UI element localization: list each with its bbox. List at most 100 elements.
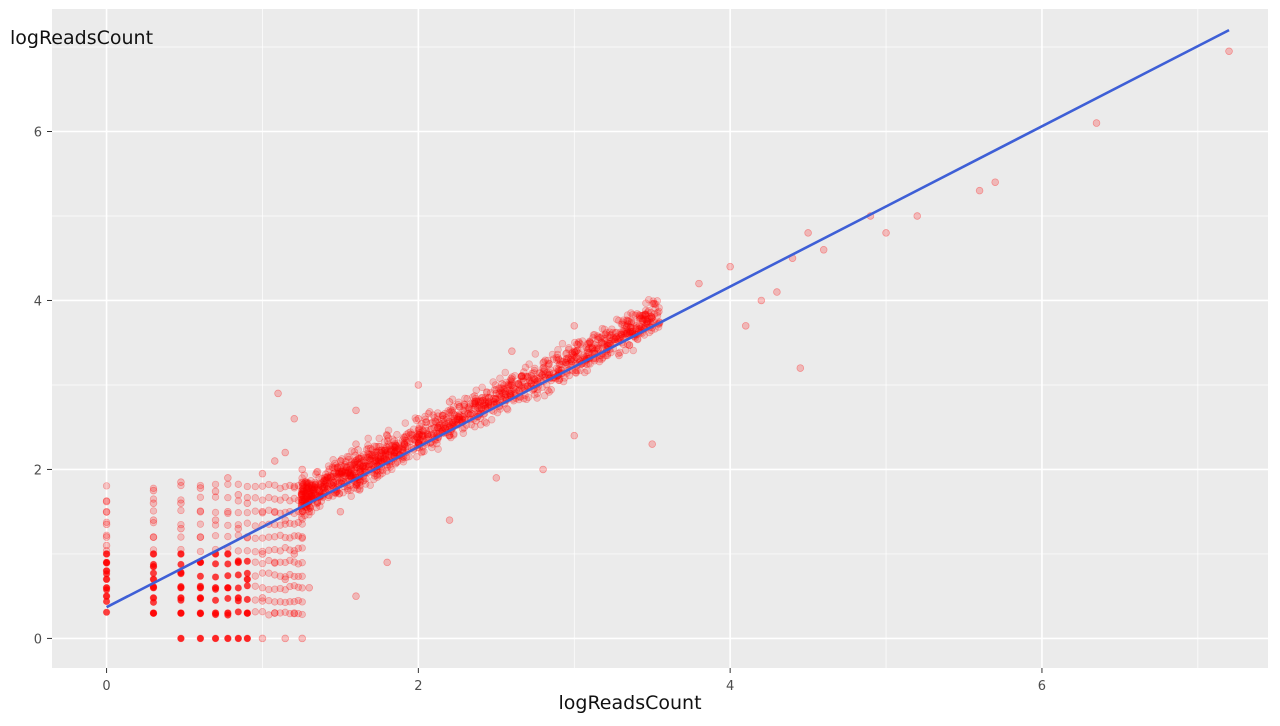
cloud-point bbox=[364, 449, 372, 458]
column-point bbox=[243, 519, 251, 527]
cloud-point bbox=[385, 442, 394, 450]
cloud-point bbox=[425, 408, 434, 416]
cloud-point bbox=[531, 390, 539, 399]
cloud-point bbox=[394, 439, 402, 447]
column-point bbox=[224, 594, 232, 603]
data-point bbox=[211, 516, 220, 524]
cloud-point bbox=[386, 448, 394, 456]
cloud-point bbox=[524, 373, 533, 381]
cloud-point bbox=[318, 474, 326, 483]
cloud-point bbox=[309, 486, 317, 494]
cloud-point bbox=[306, 503, 314, 512]
data-point bbox=[177, 583, 185, 592]
column-point bbox=[102, 608, 111, 616]
cloud-point bbox=[443, 422, 451, 431]
cloud-point bbox=[571, 348, 579, 356]
column-point bbox=[298, 482, 306, 491]
cloud-point bbox=[361, 462, 370, 470]
cloud-point bbox=[329, 456, 337, 464]
cloud-point bbox=[587, 339, 595, 347]
cloud-point bbox=[471, 397, 479, 406]
cloud-point bbox=[601, 336, 609, 345]
cloud-point bbox=[481, 401, 489, 409]
cloud-point bbox=[334, 473, 342, 482]
data-point bbox=[913, 212, 921, 220]
cloud-point bbox=[626, 323, 634, 332]
data-point bbox=[224, 550, 232, 558]
column-point bbox=[276, 584, 284, 593]
cloud-point bbox=[653, 312, 662, 320]
cloud-point bbox=[597, 338, 606, 347]
cloud-point bbox=[558, 339, 567, 348]
data-point bbox=[211, 634, 220, 643]
cloud-point bbox=[522, 395, 531, 404]
cloud-point bbox=[391, 459, 400, 468]
cloud-point bbox=[641, 311, 649, 319]
cloud-point bbox=[356, 464, 365, 473]
cloud-point bbox=[413, 433, 421, 442]
cloud-point bbox=[565, 344, 573, 352]
cloud-point bbox=[519, 374, 527, 383]
cloud-point bbox=[349, 468, 357, 476]
cloud-point bbox=[517, 377, 525, 386]
cloud-point bbox=[635, 322, 644, 330]
cloud-point bbox=[631, 324, 640, 333]
cloud-point bbox=[418, 419, 426, 428]
cloud-point bbox=[434, 422, 443, 430]
cloud-point bbox=[303, 485, 311, 493]
column-point bbox=[224, 572, 232, 580]
cloud-point bbox=[647, 314, 656, 323]
data-point bbox=[102, 575, 111, 584]
cloud-point bbox=[388, 446, 396, 455]
cloud-point bbox=[478, 383, 486, 392]
cloud-point bbox=[368, 446, 376, 454]
cloud-point bbox=[533, 389, 542, 398]
cloud-point bbox=[329, 463, 337, 472]
cloud-point bbox=[339, 488, 347, 497]
cloud-point bbox=[335, 470, 343, 478]
cloud-point bbox=[404, 429, 413, 437]
cloud-point bbox=[382, 442, 391, 451]
cloud-point bbox=[415, 431, 424, 439]
column-point bbox=[177, 481, 185, 490]
column-point bbox=[281, 533, 289, 542]
cloud-point bbox=[456, 411, 464, 420]
cloud-point bbox=[650, 299, 658, 308]
column-point bbox=[286, 609, 294, 618]
cloud-point bbox=[298, 485, 307, 494]
cloud-point bbox=[337, 466, 346, 475]
cloud-point bbox=[299, 487, 307, 496]
cloud-point bbox=[641, 310, 649, 318]
cloud-point bbox=[543, 370, 552, 378]
cloud-point bbox=[561, 358, 570, 366]
cloud-point bbox=[595, 355, 604, 363]
cloud-point bbox=[298, 497, 306, 506]
cloud-point bbox=[360, 461, 368, 469]
cloud-point bbox=[469, 393, 477, 401]
cloud-point bbox=[327, 473, 336, 482]
cloud-point bbox=[447, 414, 455, 422]
cloud-point bbox=[454, 400, 462, 409]
column-point bbox=[286, 598, 294, 606]
cloud-point bbox=[477, 404, 486, 412]
cloud-point bbox=[417, 448, 426, 457]
data-point bbox=[305, 583, 313, 592]
cloud-point bbox=[368, 450, 377, 459]
cloud-point bbox=[567, 357, 576, 366]
cloud-point bbox=[631, 311, 639, 320]
data-point bbox=[102, 507, 111, 516]
data-point bbox=[321, 474, 329, 482]
cloud-point bbox=[508, 375, 516, 384]
cloud-point bbox=[388, 435, 397, 443]
data-point bbox=[383, 431, 391, 440]
data-point bbox=[290, 415, 299, 423]
cloud-point bbox=[650, 300, 658, 308]
cloud-point bbox=[638, 311, 647, 320]
cloud-point bbox=[500, 381, 508, 389]
cloud-point bbox=[505, 389, 513, 398]
column-point bbox=[286, 570, 294, 579]
cloud-point bbox=[556, 360, 564, 368]
data-point bbox=[352, 440, 360, 448]
cloud-point bbox=[460, 402, 468, 411]
data-point bbox=[632, 322, 641, 330]
